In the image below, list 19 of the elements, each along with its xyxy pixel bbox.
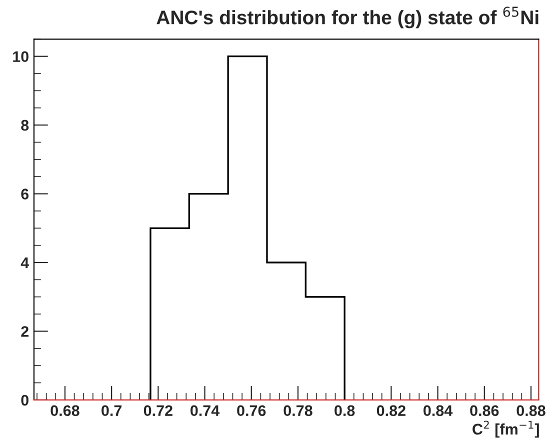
x-tick-label: 0.88 <box>516 405 546 416</box>
y-tick-label: 4 <box>20 258 30 268</box>
x-axis-title: C$^{2}$ [fm$^{−1}$] <box>472 420 539 438</box>
x-tick-label: 0.78 <box>284 405 312 416</box>
x-tick-label: 0.76 <box>237 405 266 416</box>
x-tick-label: 0.84 <box>424 405 453 416</box>
x-tick-label: 0.82 <box>376 405 406 416</box>
chart-title: ANC's distribution for the (g) state of $^{65}$Ni <box>156 6 538 28</box>
y-tick-label: 8 <box>21 120 29 131</box>
y-tick-label: 0 <box>21 394 28 406</box>
y-tick-label: 2 <box>21 326 29 337</box>
y-tick-label: 10 <box>13 51 28 62</box>
x-tick-label: 0.86 <box>470 405 499 416</box>
x-tick-label: 0.72 <box>144 405 172 416</box>
y-tick-label: 6 <box>21 188 29 200</box>
x-tick-label: 0.7 <box>102 405 122 416</box>
x-tick-label: 0.8 <box>334 405 355 416</box>
x-tick-label: 0.74 <box>190 405 220 416</box>
x-tick-label: 0.68 <box>50 405 80 416</box>
